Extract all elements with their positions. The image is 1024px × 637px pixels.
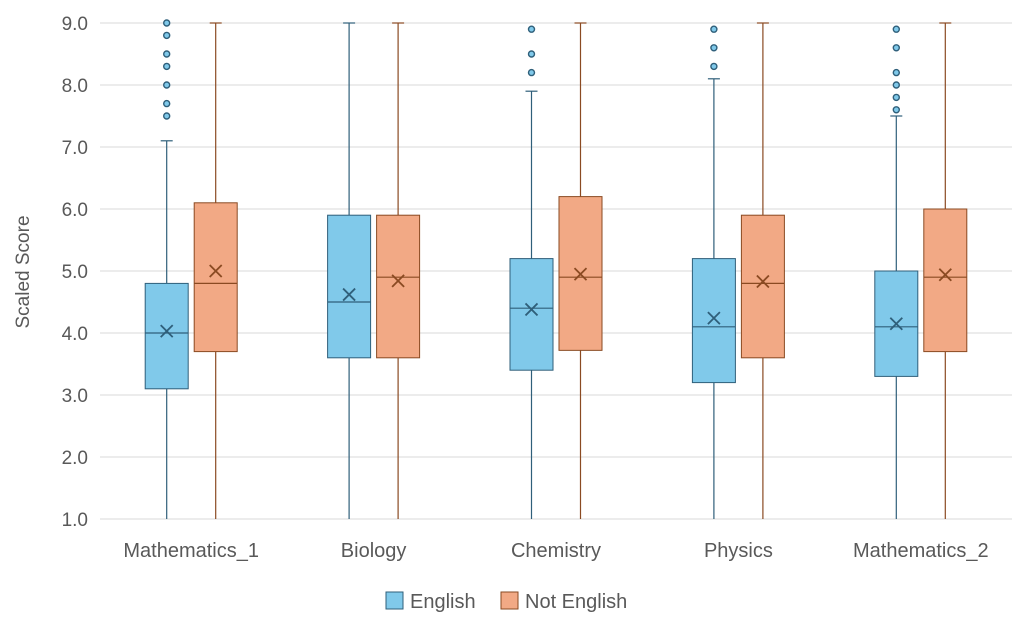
y-tick-label: 7.0 [62, 138, 88, 159]
outlier-point [162, 19, 171, 27]
outlier-point [892, 44, 900, 52]
legend-swatch [385, 591, 404, 610]
legend: English Not English [385, 591, 627, 613]
mean-marker [707, 311, 721, 325]
y-axis-tick-labels: 1.0 2.0 3.0 4.0 5.0 6.0 7.0 8.0 9.0 [62, 14, 88, 531]
mean-marker [524, 302, 539, 317]
mean-marker [889, 317, 903, 331]
box-body [740, 214, 785, 359]
y-tick-label: 9.0 [62, 14, 88, 35]
outlier-point [892, 25, 900, 33]
outlier-point [892, 81, 900, 89]
box-body [874, 270, 919, 377]
legend-swatch [500, 591, 519, 610]
outlier-point [162, 99, 171, 108]
box-english [327, 22, 372, 519]
box-body [144, 282, 189, 390]
gridlines [100, 22, 1012, 520]
outlier-point [162, 112, 171, 120]
y-tick-label: 6.0 [62, 200, 88, 221]
mean-marker [209, 264, 223, 278]
legend-label: Not English [525, 591, 627, 613]
x-category-label: Biology [341, 540, 407, 562]
box-body [327, 214, 372, 359]
mean-marker [160, 324, 174, 338]
box-plot-series [144, 19, 968, 519]
outlier-point [710, 62, 718, 71]
box-english [509, 25, 554, 519]
outlier-point [527, 25, 536, 33]
outlier-point [527, 50, 536, 58]
mean-marker [342, 287, 356, 302]
y-tick-label: 8.0 [62, 76, 88, 97]
mean-marker [938, 268, 952, 282]
outlier-point [710, 25, 718, 33]
box-body [691, 258, 736, 384]
outlier-point [892, 106, 900, 114]
y-tick-label: 1.0 [62, 510, 88, 531]
outlier-point [162, 50, 171, 58]
box-body [923, 208, 968, 353]
box-english [874, 25, 919, 519]
box-not-english [376, 22, 421, 519]
x-axis-category-labels: Mathematics_1 Biology Chemistry Physics Math… [123, 540, 988, 562]
y-tick-label: 5.0 [62, 262, 88, 283]
mean-marker [391, 274, 405, 288]
box-not-english [558, 22, 603, 519]
outlier-point [892, 68, 900, 77]
box-not-english [740, 22, 785, 519]
mean-marker [573, 267, 588, 281]
y-tick-label: 4.0 [62, 324, 88, 345]
y-axis-title: Scaled Score [13, 215, 34, 328]
x-category-label: Chemistry [511, 540, 601, 562]
x-category-label: Physics [704, 540, 773, 562]
x-category-label: Mathematics_1 [123, 540, 259, 562]
box-body [376, 214, 421, 359]
box-body [509, 258, 554, 371]
outlier-point [527, 68, 536, 77]
y-tick-label: 2.0 [62, 448, 88, 469]
box-english [691, 25, 736, 519]
outlier-point [162, 31, 171, 40]
box-english [144, 19, 189, 519]
y-tick-label: 3.0 [62, 386, 88, 407]
outlier-point [162, 81, 171, 89]
outlier-point [162, 62, 171, 71]
box-not-english [923, 22, 968, 519]
box-body [193, 202, 238, 353]
outlier-point [710, 44, 718, 52]
legend-label: English [410, 591, 476, 613]
mean-marker [756, 274, 770, 289]
box-not-english [193, 22, 238, 519]
x-category-label: Mathematics_2 [853, 540, 989, 562]
outlier-point [892, 93, 900, 102]
